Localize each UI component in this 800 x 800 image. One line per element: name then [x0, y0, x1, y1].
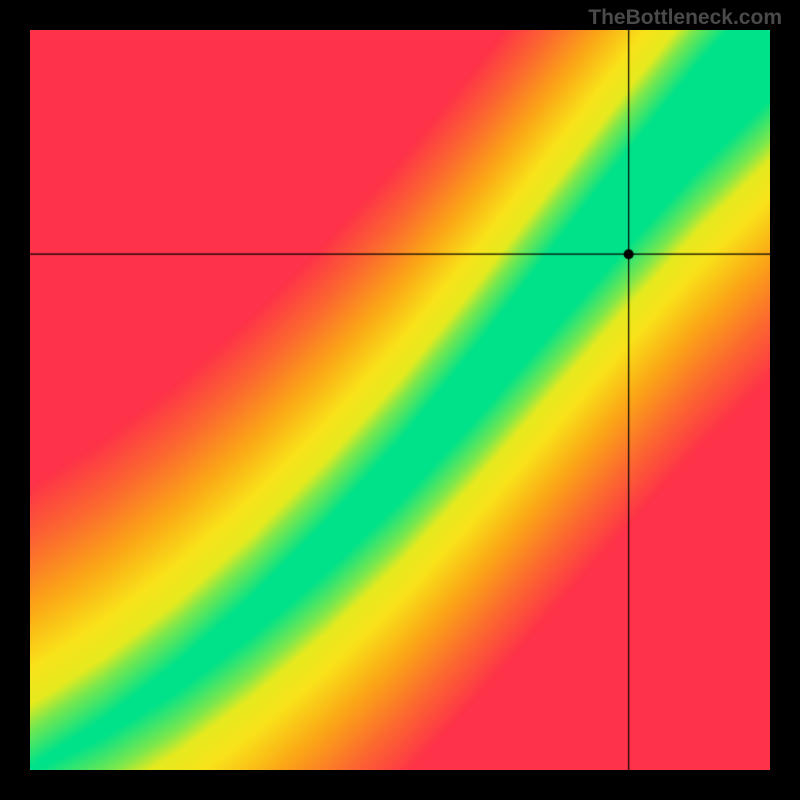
chart-container: TheBottleneck.com [0, 0, 800, 800]
watermark-text: TheBottleneck.com [588, 6, 782, 30]
heatmap-canvas [30, 30, 770, 770]
heatmap-chart [30, 30, 770, 770]
